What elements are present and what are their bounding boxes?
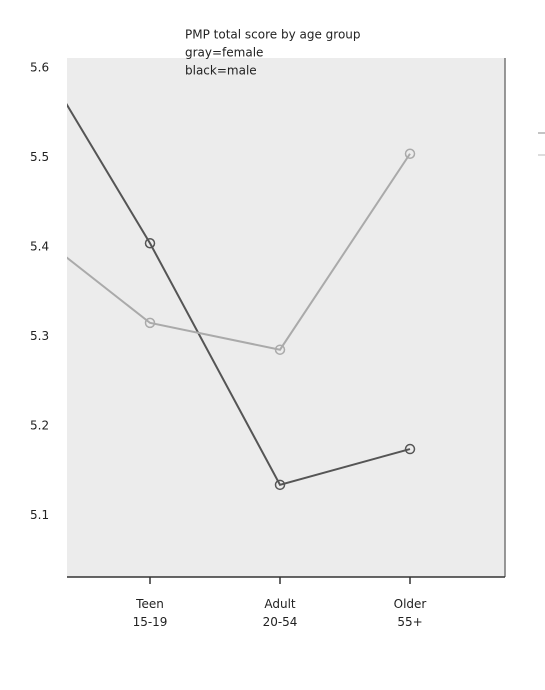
plot-area	[67, 58, 505, 577]
chart-title: PMP total score by age group	[185, 28, 361, 42]
x-tick-label: Teen 15-19	[132, 597, 168, 629]
plot	[67, 103, 416, 491]
annotation: black=male	[185, 64, 257, 78]
y-tick-label: 5.1	[30, 508, 49, 522]
point	[144, 237, 156, 249]
x-tick-label: Older 55+	[393, 597, 427, 629]
annotation: gray=female	[185, 46, 263, 60]
point	[144, 317, 156, 329]
y-tick-label: 5.6	[30, 60, 49, 74]
point	[404, 443, 416, 455]
y-tick-label: 5.5	[30, 150, 49, 164]
y-tick-label: 5.4	[30, 239, 49, 253]
point	[274, 479, 286, 491]
series-line	[67, 103, 411, 487]
point	[404, 148, 416, 159]
point	[274, 344, 286, 355]
series-line	[67, 153, 411, 351]
y-tick-label: 5.2	[30, 418, 49, 432]
x-tick-label: Adult 20-54	[262, 597, 298, 629]
y-tick-label: 5.3	[30, 329, 49, 343]
